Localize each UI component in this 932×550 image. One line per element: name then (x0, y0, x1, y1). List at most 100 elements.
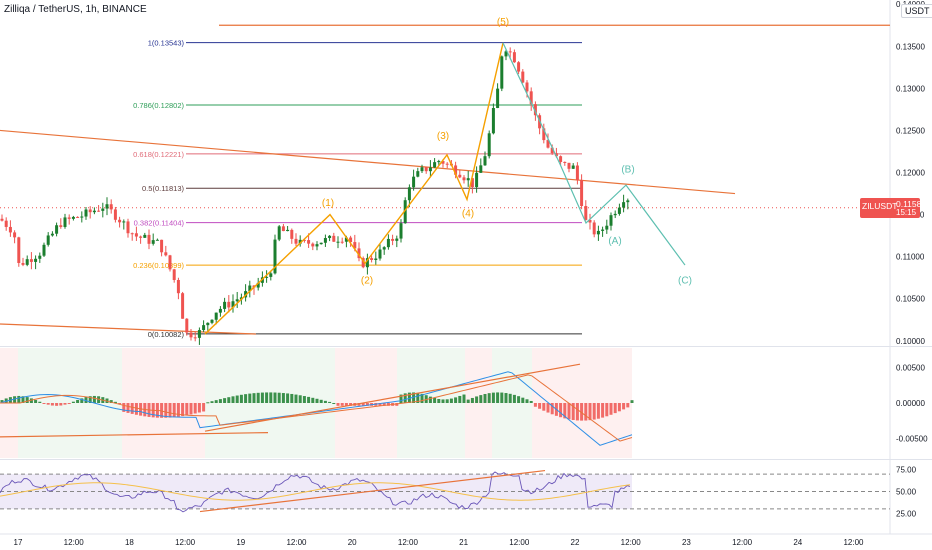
candle-body (231, 301, 235, 308)
macd-histogram-bar (168, 403, 172, 418)
time-axis-tick: 12:00 (843, 538, 864, 547)
macd-histogram-bar (475, 396, 479, 403)
macd-histogram-bar (546, 403, 550, 413)
macd-trendline-rising (204, 363, 581, 432)
macd-histogram-bar (197, 403, 201, 413)
candle-body (29, 259, 33, 262)
candle-body (504, 51, 508, 57)
macd-histogram-bar (227, 397, 231, 403)
price-axis-tick: 0.10000 (896, 337, 925, 346)
candle-body (546, 140, 550, 148)
candle-body (399, 223, 403, 239)
macd-histogram-bar (88, 396, 92, 403)
candle-body (525, 82, 529, 92)
candle-body (332, 235, 336, 242)
candle-body (25, 259, 29, 265)
candle-body (605, 225, 609, 230)
candle-body (407, 187, 411, 201)
price-tag-price: 0.11581 (896, 199, 927, 209)
candle-body (571, 165, 575, 169)
candle-body (189, 332, 193, 338)
descending-trendline (0, 129, 736, 195)
candle-body (382, 247, 386, 250)
macd-histogram-bar (84, 397, 88, 403)
candle-body (542, 128, 546, 141)
candle-body (349, 237, 353, 243)
candle-body (584, 205, 588, 220)
macd-histogram-bar (25, 397, 29, 403)
macd-histogram-bar (244, 394, 248, 403)
macd-histogram-bar (298, 395, 302, 403)
candle-body (378, 249, 382, 259)
candle-body (550, 147, 554, 154)
candle-body (374, 258, 378, 261)
macd-histogram-bar (613, 403, 617, 414)
currency-badge[interactable]: USDT (901, 4, 932, 18)
macd-histogram-bar (273, 392, 277, 403)
candle-body (307, 240, 311, 244)
time-axis-tick: 12:00 (175, 538, 196, 547)
macd-histogram-bar (286, 393, 290, 403)
macd-histogram-bar (109, 400, 113, 403)
macd-histogram-bar (50, 403, 54, 406)
macd-histogram-bar (563, 403, 567, 419)
price-tag-symbol: ZILUSDT (862, 201, 898, 211)
macd-zone-2 (122, 348, 205, 458)
macd-histogram-bar (445, 399, 449, 403)
macd-histogram-bar (46, 403, 50, 405)
candle-body (470, 178, 474, 188)
macd-histogram-bar (4, 398, 8, 403)
time-axis-tick: 21 (459, 538, 468, 547)
macd-histogram-bar (126, 403, 130, 413)
macd-histogram-bar (71, 401, 75, 403)
candle-body (554, 153, 558, 157)
corrective-wave-path (502, 42, 686, 266)
macd-histogram-bar (248, 393, 252, 403)
wave-label: (2) (361, 276, 373, 287)
time-axis-tick: 20 (348, 538, 357, 547)
macd-histogram-bar (260, 392, 264, 403)
candle-body (277, 226, 281, 240)
macd-histogram-bar (281, 393, 285, 403)
macd-histogram-bar (252, 393, 256, 403)
macd-histogram-bar (500, 392, 504, 403)
macd-histogram-bar (575, 403, 579, 421)
macd-histogram-bar (416, 392, 420, 403)
fib-level-label: 0.5(0.11813) (142, 184, 184, 193)
candle-body (298, 239, 302, 244)
macd-histogram-bar (21, 396, 25, 403)
candle-body (8, 226, 12, 233)
chart-title: Zilliqa / TetherUS, 1h, BINANCE (4, 4, 147, 15)
candle-body (533, 104, 537, 116)
macd-histogram-bar (231, 396, 235, 403)
price-axis-tick: 0.13500 (896, 42, 925, 51)
macd-histogram-bar (181, 403, 185, 417)
macd-histogram-bar (378, 403, 382, 406)
candle-body (4, 220, 8, 227)
candle-body (281, 226, 285, 232)
macd-histogram-bar (210, 401, 214, 403)
price-axis-tick: 0.11000 (896, 253, 925, 262)
macd-histogram-bar (622, 403, 626, 410)
candle-body (38, 255, 42, 259)
macd-histogram-bar (302, 396, 306, 403)
candle-body (340, 241, 344, 243)
candle-body (458, 174, 462, 178)
macd-line (0, 371, 633, 446)
candle-body (311, 243, 315, 247)
macd-histogram-bar (407, 392, 411, 403)
candle-body (454, 165, 458, 175)
candle-body (521, 71, 525, 83)
candle-body (143, 234, 147, 238)
candle-body (487, 133, 491, 157)
macd-histogram-bar (441, 399, 445, 403)
macd-histogram-bar (218, 399, 222, 403)
candle-body (412, 176, 416, 188)
candle-body (508, 51, 512, 53)
macd-histogram-bar (214, 400, 218, 403)
macd-histogram-bar (223, 398, 227, 403)
macd-histogram-bar (487, 393, 491, 403)
candle-body (626, 200, 630, 203)
macd-trendline-low (0, 432, 269, 438)
